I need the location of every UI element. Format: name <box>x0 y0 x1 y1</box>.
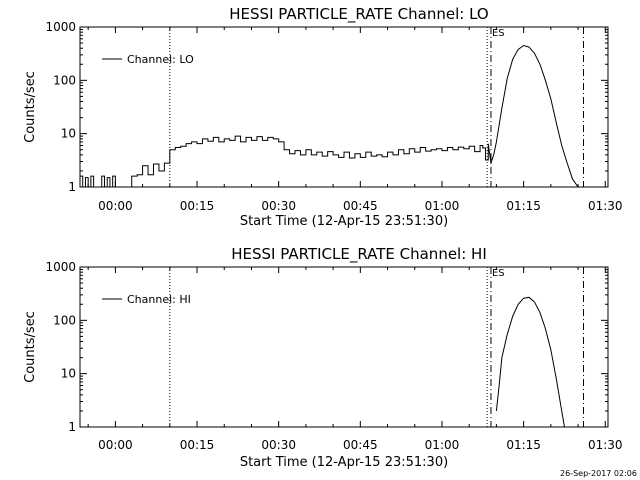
x-tick-label: 01:30 <box>588 199 623 213</box>
x-tick-label: 00:45 <box>343 438 378 452</box>
y-tick-label: 1 <box>68 180 76 194</box>
chart-panel-0: HESSI PARTICLE_RATE Channel: LO 00:00 00:1… <box>23 5 623 229</box>
x-axis-label: Start Time (12-Apr-15 23:51:30) <box>240 214 448 229</box>
legend-entry: Channel: HI <box>127 293 191 306</box>
x-tick-label: 01:00 <box>425 438 460 452</box>
x-axis-label: Start Time (12-Apr-15 23:51:30) <box>240 455 448 470</box>
series-line-0 <box>495 296 565 427</box>
y-tick-label: 10 <box>61 127 76 141</box>
y-tick-label: 100 <box>53 313 76 327</box>
footer-timestamp: 26-Sep-2017 02:06 <box>560 469 637 478</box>
chart-title: HESSI PARTICLE_RATE Channel: HI <box>231 245 487 264</box>
x-tick-label: 01:15 <box>506 438 541 452</box>
chart-panel-1: HESSI PARTICLE_RATE Channel: HI 00:00 00:1… <box>23 245 623 470</box>
x-tick-label: 00:00 <box>98 438 133 452</box>
plot-frame <box>79 266 609 428</box>
x-tick-label: 00:45 <box>343 199 378 213</box>
x-tick-label: 00:30 <box>261 199 296 213</box>
x-tick-label: 01:30 <box>588 438 623 452</box>
legend-entry: Channel: LO <box>127 53 194 66</box>
y-tick-label: 1 <box>68 420 76 434</box>
y-axis-label: Counts/sec <box>23 311 38 383</box>
y-tick-label: 1000 <box>45 20 76 34</box>
y-tick-label: 10 <box>61 367 76 381</box>
x-tick-label: 00:15 <box>180 199 215 213</box>
x-tick-label: 00:00 <box>98 199 133 213</box>
plot-frame <box>79 26 609 188</box>
series-line-0 <box>80 44 579 187</box>
x-tick-label: 01:15 <box>506 199 541 213</box>
y-tick-label: 100 <box>53 73 76 87</box>
x-tick-label: 00:30 <box>261 438 296 452</box>
x-tick-label: 00:15 <box>180 438 215 452</box>
y-tick-label: 1000 <box>45 260 76 274</box>
x-tick-label: 01:00 <box>425 199 460 213</box>
marker-label: ES <box>492 28 505 39</box>
chart-title: HESSI PARTICLE_RATE Channel: LO <box>229 5 488 24</box>
y-axis-label: Counts/sec <box>23 71 38 143</box>
marker-label: ES <box>492 268 505 279</box>
